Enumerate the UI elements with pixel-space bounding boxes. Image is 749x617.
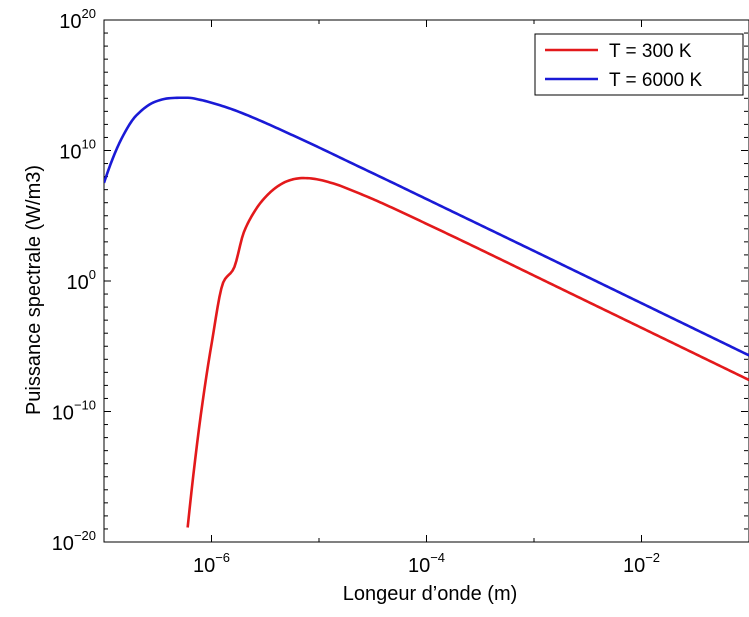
y-tick-label-base: 10	[59, 142, 81, 164]
x-tick-label-base: 10	[623, 555, 645, 577]
y-axis-label: Puissance spectrale (W/m3)	[23, 165, 45, 415]
y-tick-label: 1020	[59, 6, 96, 33]
legend: T = 300 K T = 6000 K	[534, 33, 744, 96]
y-tick-label-base: 10	[67, 272, 89, 294]
y-tick-label: 10−10	[52, 398, 96, 425]
x-tick-label-base: 10	[193, 555, 215, 577]
y-tick-label-base: 10	[52, 403, 74, 425]
x-tick-label: 10−6	[193, 550, 230, 577]
x-tick-label-exp: −4	[430, 550, 445, 565]
y-tick-label-exp: 0	[89, 267, 96, 282]
y-tick-label-exp: 10	[82, 137, 96, 152]
y-tick-label: 100	[67, 267, 96, 294]
series-line-0	[186, 176, 749, 528]
legend-box	[534, 33, 744, 96]
x-axis-label: Longeur d’onde (m)	[343, 583, 518, 605]
y-tick-label-base: 10	[59, 11, 81, 33]
y-tick-label: 10−20	[52, 528, 96, 555]
legend-label-6000k: T = 6000 K	[609, 70, 702, 91]
x-tick-label-exp: −2	[645, 550, 660, 565]
y-tick-label-exp: 20	[82, 6, 96, 21]
series-line-1	[104, 96, 749, 357]
x-tick-label: 10−4	[408, 550, 445, 577]
x-tick-label-base: 10	[408, 555, 430, 577]
y-tick-label: 1010	[59, 137, 96, 164]
x-tick-label-exp: −6	[215, 550, 230, 565]
series-lines	[104, 96, 749, 528]
y-tick-label-base: 10	[52, 533, 74, 555]
x-tick-label: 10−2	[623, 550, 660, 577]
y-tick-label-exp: −10	[74, 398, 96, 413]
tick-marks	[103, 19, 749, 543]
plot-area	[103, 19, 749, 543]
legend-label-300k: T = 300 K	[609, 41, 692, 62]
x-tick-labels: 10−6 10−4 10−2	[193, 550, 660, 577]
y-tick-label-exp: −20	[74, 528, 96, 543]
